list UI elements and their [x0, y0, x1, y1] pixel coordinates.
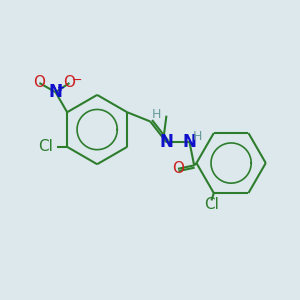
Text: −: −: [72, 74, 82, 87]
Text: N: N: [183, 133, 196, 151]
Text: Cl: Cl: [204, 197, 219, 212]
Text: H: H: [152, 108, 161, 121]
Text: O: O: [64, 76, 76, 91]
Text: O: O: [33, 76, 45, 91]
Text: N: N: [49, 83, 62, 101]
Text: H: H: [193, 130, 202, 143]
Text: N: N: [160, 133, 173, 151]
Text: Cl: Cl: [38, 140, 53, 154]
Text: O: O: [172, 161, 184, 176]
Text: +: +: [57, 83, 65, 93]
